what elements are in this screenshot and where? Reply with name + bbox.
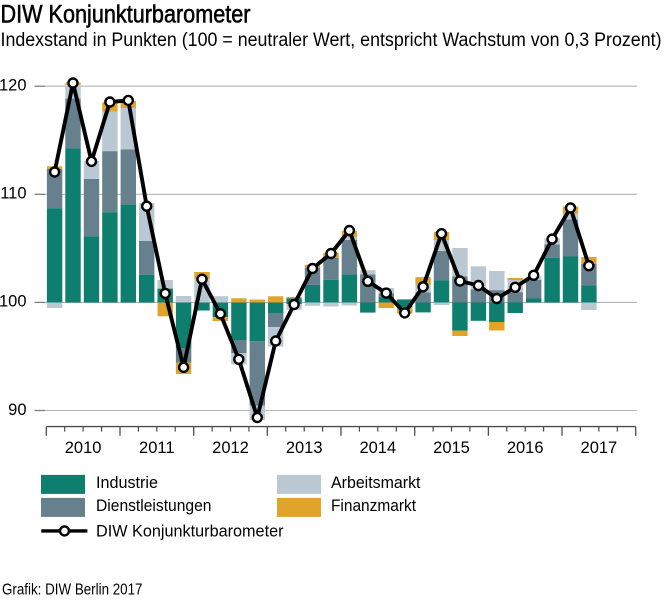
svg-text:2013: 2013 <box>286 439 323 457</box>
svg-text:2014: 2014 <box>359 439 396 457</box>
svg-text:2010: 2010 <box>65 439 102 457</box>
svg-text:Arbeitsmarkt: Arbeitsmarkt <box>331 473 421 492</box>
svg-text:2012: 2012 <box>212 439 249 457</box>
svg-text:DIW Konjunkturbarometer: DIW Konjunkturbarometer <box>96 522 284 541</box>
svg-text:2017: 2017 <box>581 439 618 457</box>
svg-text:2016: 2016 <box>507 439 544 457</box>
svg-text:Dienstleistungen: Dienstleistungen <box>96 496 212 515</box>
svg-text:Finanzmarkt: Finanzmarkt <box>331 496 416 515</box>
svg-text:2015: 2015 <box>433 439 470 457</box>
svg-text:DIW Konjunkturbarometer: DIW Konjunkturbarometer <box>1 1 251 29</box>
svg-text:Grafik: DIW Berlin 2017: Grafik: DIW Berlin 2017 <box>2 582 143 599</box>
svg-text:120: 120 <box>0 77 27 95</box>
svg-text:Indexstand in Punkten (100 = n: Indexstand in Punkten (100 = neutraler W… <box>1 30 662 51</box>
svg-text:100: 100 <box>0 293 27 311</box>
svg-text:2011: 2011 <box>139 439 174 457</box>
svg-text:Industrie: Industrie <box>96 473 158 492</box>
svg-text:110: 110 <box>0 185 26 203</box>
svg-text:90: 90 <box>8 401 26 419</box>
